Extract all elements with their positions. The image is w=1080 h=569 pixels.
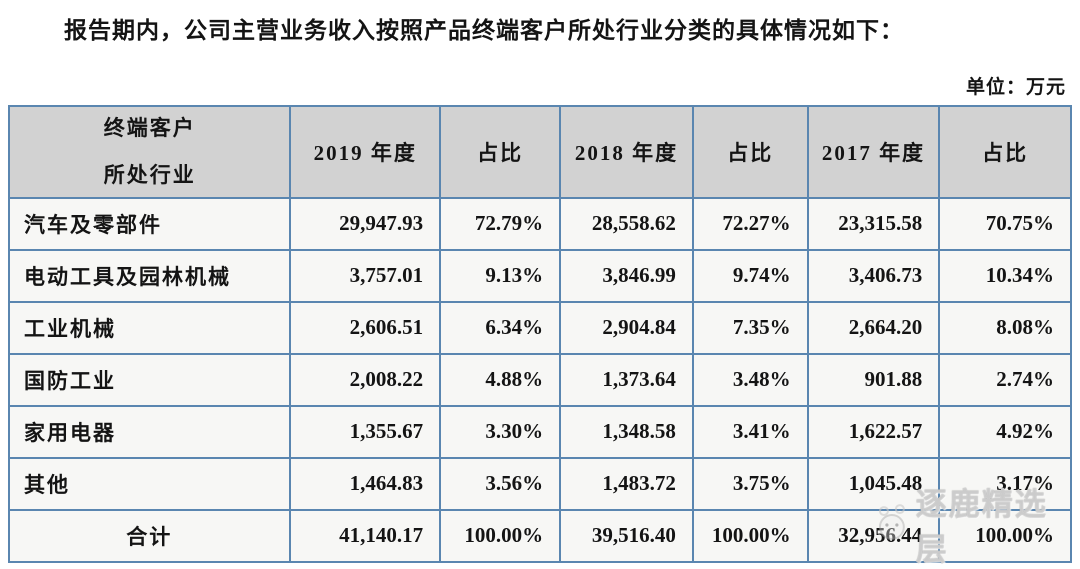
header-industry-line2: 所处行业 bbox=[103, 162, 196, 187]
table-row: 国防工业 2,008.22 4.88% 1,373.64 3.48% 901.88 2.74… bbox=[7, 352, 1072, 407]
value-cell: 6.34% bbox=[439, 300, 562, 355]
table-header-row: 终端客户 所处行业 2019 年度 占比 2018 年度 占比 2017 年度 占比 bbox=[7, 104, 1072, 199]
value-cell: 72.79% bbox=[439, 196, 562, 251]
header-col-1: 2019 年度 bbox=[289, 104, 442, 199]
value-cell: 2,008.22 bbox=[289, 352, 442, 407]
value-cell: 23,315.58 bbox=[806, 196, 941, 251]
table-row: 家用电器 1,355.67 3.30% 1,348.58 3.41% 1,622.57 4.… bbox=[7, 404, 1072, 459]
header-col-3: 2018 年度 bbox=[559, 104, 694, 199]
value-cell: 100.00% bbox=[439, 508, 562, 563]
value-cell: 1,464.83 bbox=[289, 456, 442, 511]
value-cell: 3.56% bbox=[439, 456, 562, 511]
page-title: 报告期内，公司主营业务收入按照产品终端客户所处行业分类的具体情况如下： bbox=[64, 18, 904, 43]
value-cell: 32,956.44 bbox=[806, 508, 941, 563]
industry-cell: 工业机械 bbox=[7, 300, 292, 355]
value-cell: 1,355.67 bbox=[289, 404, 442, 459]
value-cell: 100.00% bbox=[938, 508, 1072, 563]
value-cell: 1,373.64 bbox=[559, 352, 694, 407]
header-col-6: 占比 bbox=[938, 104, 1072, 199]
header-industry-cell: 终端客户 所处行业 bbox=[7, 104, 292, 199]
header-col-4: 占比 bbox=[691, 104, 809, 199]
value-cell: 2.74% bbox=[938, 352, 1072, 407]
value-cell: 3,757.01 bbox=[289, 248, 442, 303]
unit-label: 单位：万元 bbox=[965, 76, 1066, 98]
table-body: 汽车及零部件 29,947.93 72.79% 28,558.62 72.27% 23,3… bbox=[7, 196, 1072, 563]
header-col-2: 占比 bbox=[439, 104, 562, 199]
value-cell: 901.88 bbox=[806, 352, 941, 407]
value-cell: 3.48% bbox=[691, 352, 809, 407]
industry-cell: 电动工具及园林机械 bbox=[7, 248, 292, 303]
revenue-by-industry-table: 终端客户 所处行业 2019 年度 占比 2018 年度 占比 2017 年度 占比 汽车… bbox=[7, 104, 1072, 563]
value-cell: 70.75% bbox=[938, 196, 1072, 251]
value-cell: 3.41% bbox=[691, 404, 809, 459]
value-cell: 7.35% bbox=[691, 300, 809, 355]
table-total-row: 合计 41,140.17 100.00% 39,516.40 100.00% 32,956… bbox=[7, 508, 1072, 563]
industry-cell: 家用电器 bbox=[7, 404, 292, 459]
value-cell: 1,622.57 bbox=[806, 404, 941, 459]
value-cell: 72.27% bbox=[691, 196, 809, 251]
value-cell: 39,516.40 bbox=[559, 508, 694, 563]
value-cell: 3,846.99 bbox=[559, 248, 694, 303]
table-row: 电动工具及园林机械 3,757.01 9.13% 3,846.99 9.74% 3,406… bbox=[7, 248, 1072, 303]
header-col-5: 2017 年度 bbox=[806, 104, 941, 199]
value-cell: 1,045.48 bbox=[806, 456, 941, 511]
table-row: 汽车及零部件 29,947.93 72.79% 28,558.62 72.27% 23,3… bbox=[7, 196, 1072, 251]
industry-cell: 其他 bbox=[7, 456, 292, 511]
value-cell: 4.88% bbox=[439, 352, 562, 407]
value-cell: 3,406.73 bbox=[806, 248, 941, 303]
value-cell: 3.75% bbox=[691, 456, 809, 511]
header-industry-line1: 终端客户 bbox=[103, 115, 196, 140]
value-cell: 41,140.17 bbox=[289, 508, 442, 563]
unit-row: 单位：万元 bbox=[0, 46, 1080, 105]
table-row: 其他 1,464.83 3.56% 1,483.72 3.75% 1,045.48 3.17… bbox=[7, 456, 1072, 511]
value-cell: 3.30% bbox=[439, 404, 562, 459]
table-row: 工业机械 2,606.51 6.34% 2,904.84 7.35% 2,664.20 8.… bbox=[7, 300, 1072, 355]
industry-cell: 国防工业 bbox=[7, 352, 292, 407]
value-cell: 3.17% bbox=[938, 456, 1072, 511]
value-cell: 1,483.72 bbox=[559, 456, 694, 511]
value-cell: 2,664.20 bbox=[806, 300, 941, 355]
value-cell: 9.13% bbox=[439, 248, 562, 303]
value-cell: 100.00% bbox=[691, 508, 809, 563]
value-cell: 1,348.58 bbox=[559, 404, 694, 459]
industry-cell: 汽车及零部件 bbox=[7, 196, 292, 251]
value-cell: 10.34% bbox=[938, 248, 1072, 303]
value-cell: 28,558.62 bbox=[559, 196, 694, 251]
value-cell: 8.08% bbox=[938, 300, 1072, 355]
value-cell: 4.92% bbox=[938, 404, 1072, 459]
value-cell: 9.74% bbox=[691, 248, 809, 303]
value-cell: 29,947.93 bbox=[289, 196, 442, 251]
industry-cell: 合计 bbox=[7, 508, 292, 563]
value-cell: 2,606.51 bbox=[289, 300, 442, 355]
value-cell: 2,904.84 bbox=[559, 300, 694, 355]
